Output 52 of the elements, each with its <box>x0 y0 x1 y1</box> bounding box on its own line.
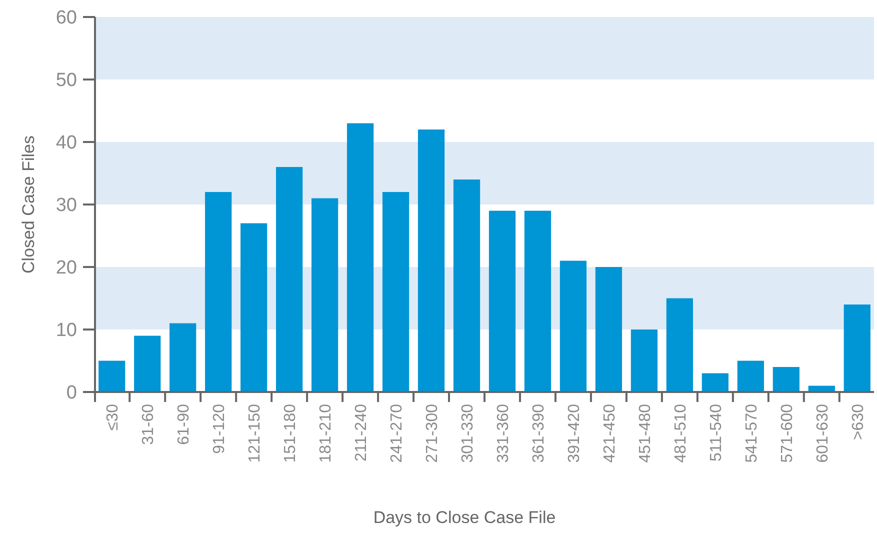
bar <box>630 330 658 392</box>
x-tick-label: 511-540 <box>708 404 725 462</box>
bar <box>488 210 516 392</box>
bar <box>311 198 338 392</box>
bar <box>134 336 161 392</box>
y-tick-label: 20 <box>56 258 77 279</box>
bar <box>346 123 374 392</box>
bar <box>702 373 728 392</box>
bar <box>418 130 445 392</box>
x-tick-label: 271-300 <box>424 404 441 463</box>
x-tick-label: 481-510 <box>672 404 690 463</box>
bar <box>666 298 693 392</box>
x-tick-label: 31-60 <box>140 404 157 445</box>
bar <box>276 167 303 392</box>
x-tick-label: 181-210 <box>317 404 334 463</box>
x-tick-label: >630 <box>850 404 867 440</box>
x-tick-label: 121-150 <box>246 404 264 463</box>
x-axis-title: Days to Close Case File <box>373 508 556 527</box>
bar <box>560 260 587 392</box>
x-tick-label: 301-330 <box>459 404 476 463</box>
x-tick-label: 151-180 <box>282 404 299 463</box>
y-axis-title: Closed Case Files <box>19 136 38 274</box>
y-tick-label: 50 <box>56 70 77 92</box>
y-tick-label: 30 <box>56 195 77 216</box>
y-tick-label: 60 <box>56 8 77 29</box>
bar <box>595 267 622 392</box>
bar <box>98 360 126 392</box>
x-tick-label: 601-630 <box>814 404 832 463</box>
bar <box>844 304 870 392</box>
x-tick-label: 91-120 <box>210 404 228 454</box>
x-tick-label: ≤30 <box>104 404 122 431</box>
bar <box>772 367 800 392</box>
y-tick-label: 40 <box>56 132 77 154</box>
y-tick-label: 0 <box>66 382 77 404</box>
bar <box>737 360 764 392</box>
bar <box>205 192 232 392</box>
x-tick-label: 571-600 <box>778 404 796 463</box>
x-tick-label: 451-480 <box>636 404 654 463</box>
x-tick-label: 61-90 <box>175 404 192 445</box>
x-tick-label: 541-570 <box>743 404 760 463</box>
x-tick-label: 421-450 <box>601 404 618 463</box>
x-tick-label: 241-270 <box>388 404 406 463</box>
bar <box>382 192 410 392</box>
bar <box>453 180 480 392</box>
x-tick-label: 391-420 <box>566 404 583 463</box>
x-tick-label: 361-390 <box>530 404 548 463</box>
bar <box>240 223 268 392</box>
x-tick-label: 331-360 <box>494 404 512 463</box>
bar <box>524 210 552 392</box>
bar <box>170 323 196 392</box>
x-tick-label: 211-240 <box>352 404 370 462</box>
y-tick-label: 10 <box>56 320 77 342</box>
